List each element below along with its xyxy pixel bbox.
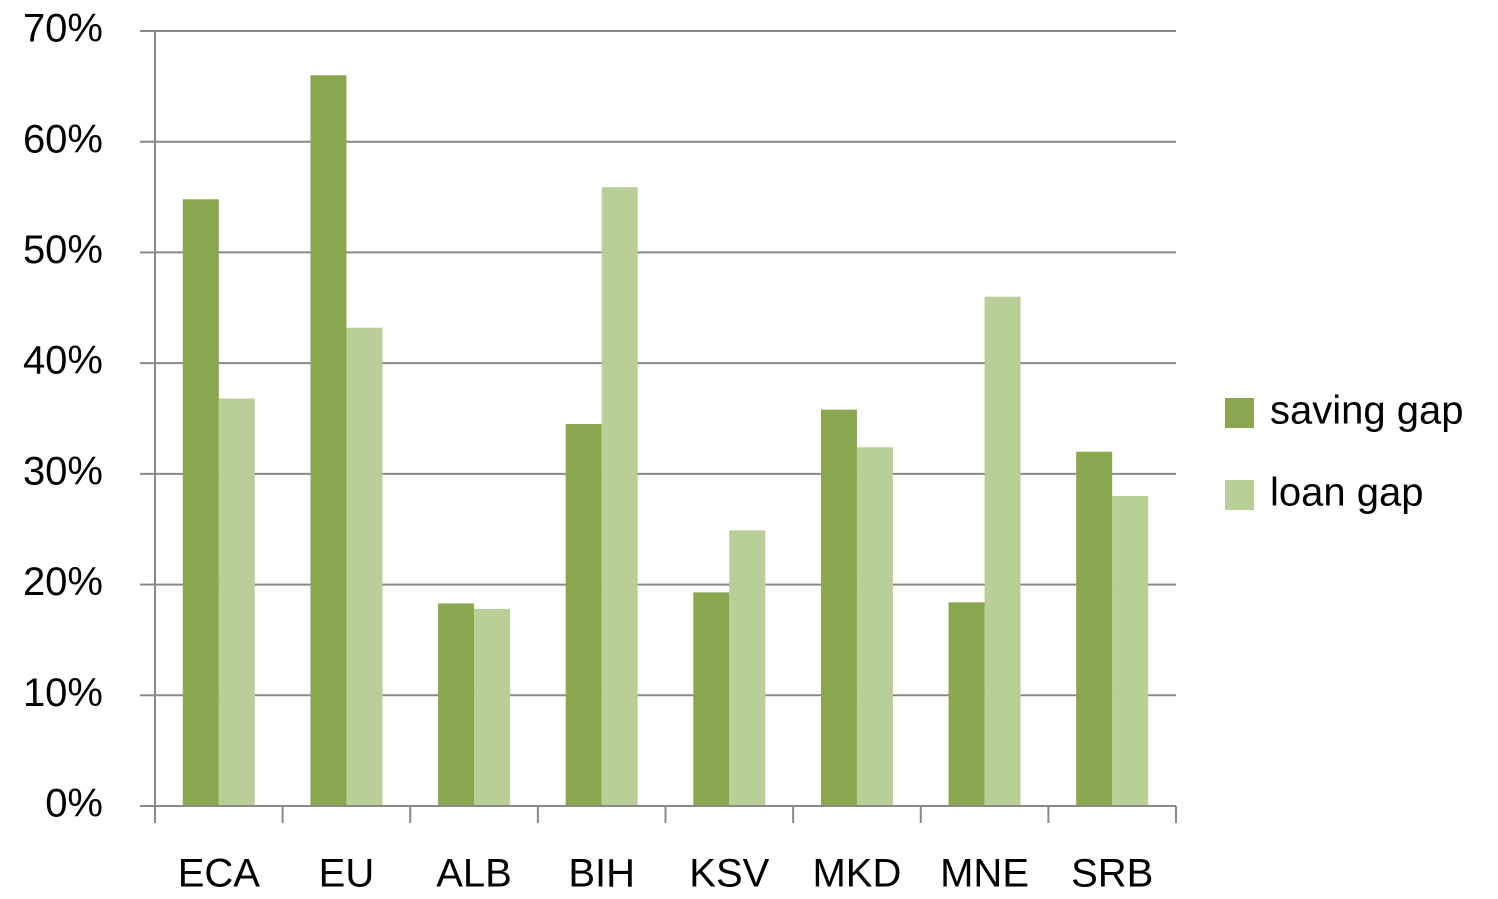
y-tick-label: 70% bbox=[23, 7, 103, 51]
bar bbox=[693, 592, 730, 806]
x-tick-label: MNE bbox=[940, 852, 1029, 894]
x-tick-label: BIH bbox=[568, 852, 635, 894]
legend-label: saving gap bbox=[1270, 389, 1463, 433]
bar bbox=[218, 398, 255, 806]
x-tick-label: SRB bbox=[1071, 852, 1153, 894]
x-tick-label: ECA bbox=[178, 852, 261, 894]
bar bbox=[984, 296, 1021, 806]
bar bbox=[438, 603, 475, 806]
bar bbox=[474, 608, 511, 806]
x-tick-label: ALB bbox=[436, 852, 512, 894]
bar bbox=[310, 75, 347, 807]
bar bbox=[948, 602, 985, 806]
legend-label: loan gap bbox=[1270, 471, 1423, 515]
y-tick-label: 20% bbox=[23, 560, 103, 604]
legend-swatch bbox=[1225, 398, 1254, 428]
y-tick-label: 0% bbox=[45, 782, 103, 826]
y-tick-label: 60% bbox=[23, 117, 103, 161]
x-tick-label: EU bbox=[319, 852, 375, 894]
y-tick-label: 50% bbox=[23, 228, 103, 272]
y-tick-label: 10% bbox=[23, 671, 103, 715]
bar bbox=[565, 424, 602, 806]
legend-swatch bbox=[1225, 480, 1254, 510]
bar bbox=[346, 327, 383, 806]
y-tick-label: 40% bbox=[23, 339, 103, 383]
bar bbox=[1076, 451, 1113, 806]
bar bbox=[856, 447, 893, 806]
bar bbox=[729, 530, 766, 806]
bar bbox=[1112, 496, 1149, 806]
x-tick-label: MKD bbox=[812, 852, 901, 894]
bar bbox=[182, 199, 219, 807]
bar bbox=[820, 409, 857, 806]
bar bbox=[601, 187, 638, 806]
y-tick-label: 30% bbox=[23, 449, 103, 493]
x-tick-label: KSV bbox=[689, 852, 769, 894]
